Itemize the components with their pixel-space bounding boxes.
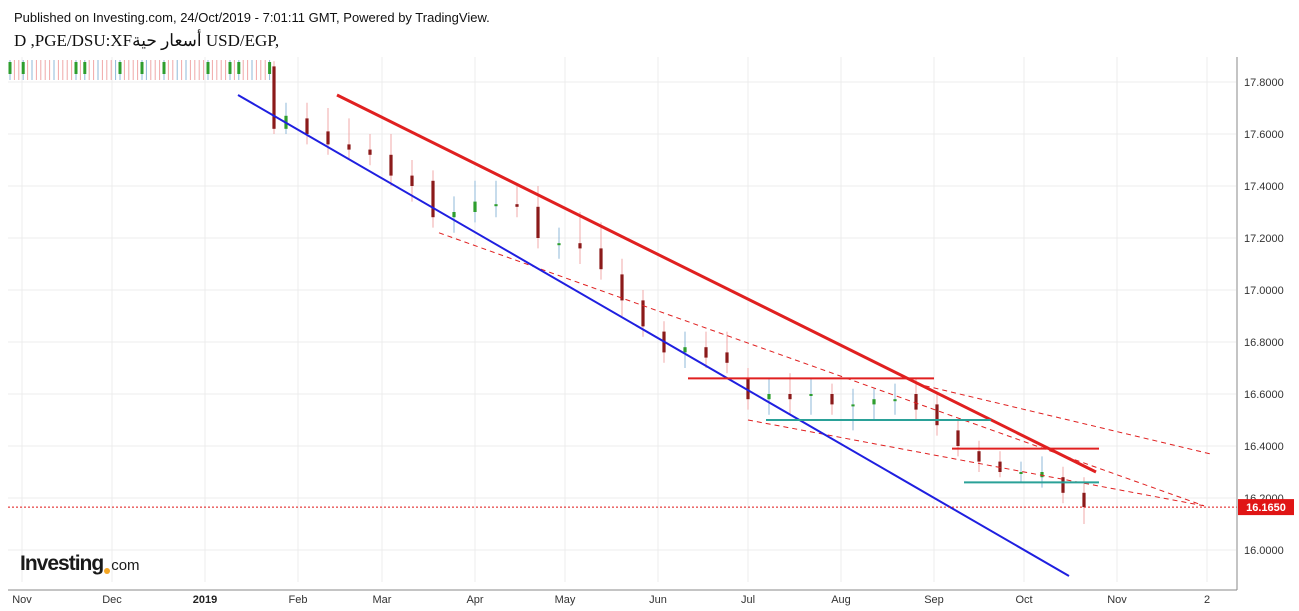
candle-body (851, 404, 855, 407)
candle-body (872, 399, 876, 405)
ghost-bar (228, 62, 232, 74)
candle-body (1019, 472, 1023, 474)
x-tick-label: Jun (649, 594, 667, 606)
candle-body (410, 175, 414, 186)
candlestick-series (272, 61, 1086, 524)
y-tick-label: 16.4000 (1244, 441, 1284, 453)
y-tick-label: 17.0000 (1244, 285, 1284, 297)
logo-wordmark: Investing (20, 552, 104, 575)
x-tick-label: Aug (831, 594, 851, 606)
candle-body (641, 300, 645, 327)
last-price-label: 16.1650 (1246, 502, 1286, 514)
candle-body (536, 206, 540, 238)
blue-support-trendline (237, 94, 1070, 577)
candle-body (998, 461, 1002, 472)
red-resistance-trendline (336, 93, 1097, 474)
candle-body (305, 118, 309, 134)
candle-body (956, 430, 960, 446)
symbol-title: D ,PGE/DSU:XFأسعار حية USD/EGP, (14, 31, 280, 50)
logo-dot-icon (104, 568, 111, 574)
candle-body (515, 204, 519, 207)
x-tick-label: 2019 (193, 594, 217, 606)
y-tick-label: 16.6000 (1244, 389, 1284, 401)
trend-annotations (8, 93, 1237, 577)
candle-body (389, 154, 393, 176)
candle-body (725, 352, 729, 363)
candle-body (452, 212, 456, 218)
last-price-tag (1238, 499, 1294, 516)
x-tick-label: Feb (289, 594, 308, 606)
faded-history-bars (8, 60, 272, 80)
x-tick-label: Nov (12, 594, 32, 606)
chart-axes: 17.8000 17.6000 17.4000 17.2000 17.0000 16.80… (8, 57, 1294, 606)
candle-body (272, 66, 276, 129)
y-tick-label: 17.4000 (1244, 181, 1284, 193)
x-tick-label: Sep (924, 594, 944, 606)
candle-body (809, 394, 813, 396)
ghost-bar (8, 62, 12, 74)
x-tick-label: Mar (373, 594, 392, 606)
candle-body (704, 347, 708, 358)
ghost-bar (237, 62, 241, 74)
candle-body (620, 274, 624, 301)
candle-body (347, 144, 351, 150)
y-tick-label: 17.2000 (1244, 233, 1284, 245)
x-tick-label: May (555, 594, 576, 606)
ghost-bar (206, 62, 210, 74)
ghost-bar (140, 62, 144, 74)
candle-body (788, 394, 792, 400)
candle-body (1061, 477, 1065, 493)
y-tick-label: 17.6000 (1244, 129, 1284, 141)
y-tick-label: 16.0000 (1244, 545, 1284, 557)
x-tick-label: 2 (1204, 594, 1210, 606)
candle-body (326, 131, 330, 145)
x-tick-label: Jul (741, 594, 755, 606)
candle-body (1082, 492, 1086, 508)
ghost-bar (268, 62, 272, 74)
ghost-bar (74, 62, 78, 74)
investing-logo: Investing com (20, 552, 140, 576)
ghost-bar (21, 62, 25, 74)
candle-body (599, 248, 603, 270)
x-tick-label: Apr (466, 594, 483, 606)
candle-body (557, 243, 561, 246)
published-notice: Published on Investing.com, 24/Oct/2019 … (14, 10, 490, 25)
candle-body (473, 201, 477, 212)
ghost-bar (162, 62, 166, 74)
dashed-trendline-mid (438, 232, 1205, 507)
y-tick-label: 17.8000 (1244, 77, 1284, 89)
chart-header: Published on Investing.com, 24/Oct/2019 … (14, 10, 490, 52)
candle-body (683, 347, 687, 353)
candle-body (935, 404, 939, 426)
y-tick-label: 16.8000 (1244, 337, 1284, 349)
candle-body (746, 378, 750, 400)
chart-grid (8, 57, 1236, 582)
candle-body (578, 243, 582, 249)
candle-body (767, 394, 771, 400)
logo-tld: com (111, 557, 140, 574)
dashed-trendline-lower (747, 419, 1205, 507)
candle-body (1040, 472, 1044, 478)
ghost-bar (118, 62, 122, 74)
ghost-bar (83, 62, 87, 74)
candle-body (494, 204, 498, 207)
candle-body (914, 394, 918, 410)
x-tick-label: Nov (1107, 594, 1127, 606)
candle-body (977, 451, 981, 462)
candle-body (893, 399, 897, 402)
candle-body (431, 180, 435, 218)
candle-body (368, 149, 372, 155)
x-tick-label: Dec (102, 594, 122, 606)
candle-body (830, 394, 834, 405)
x-tick-label: Oct (1015, 594, 1032, 606)
